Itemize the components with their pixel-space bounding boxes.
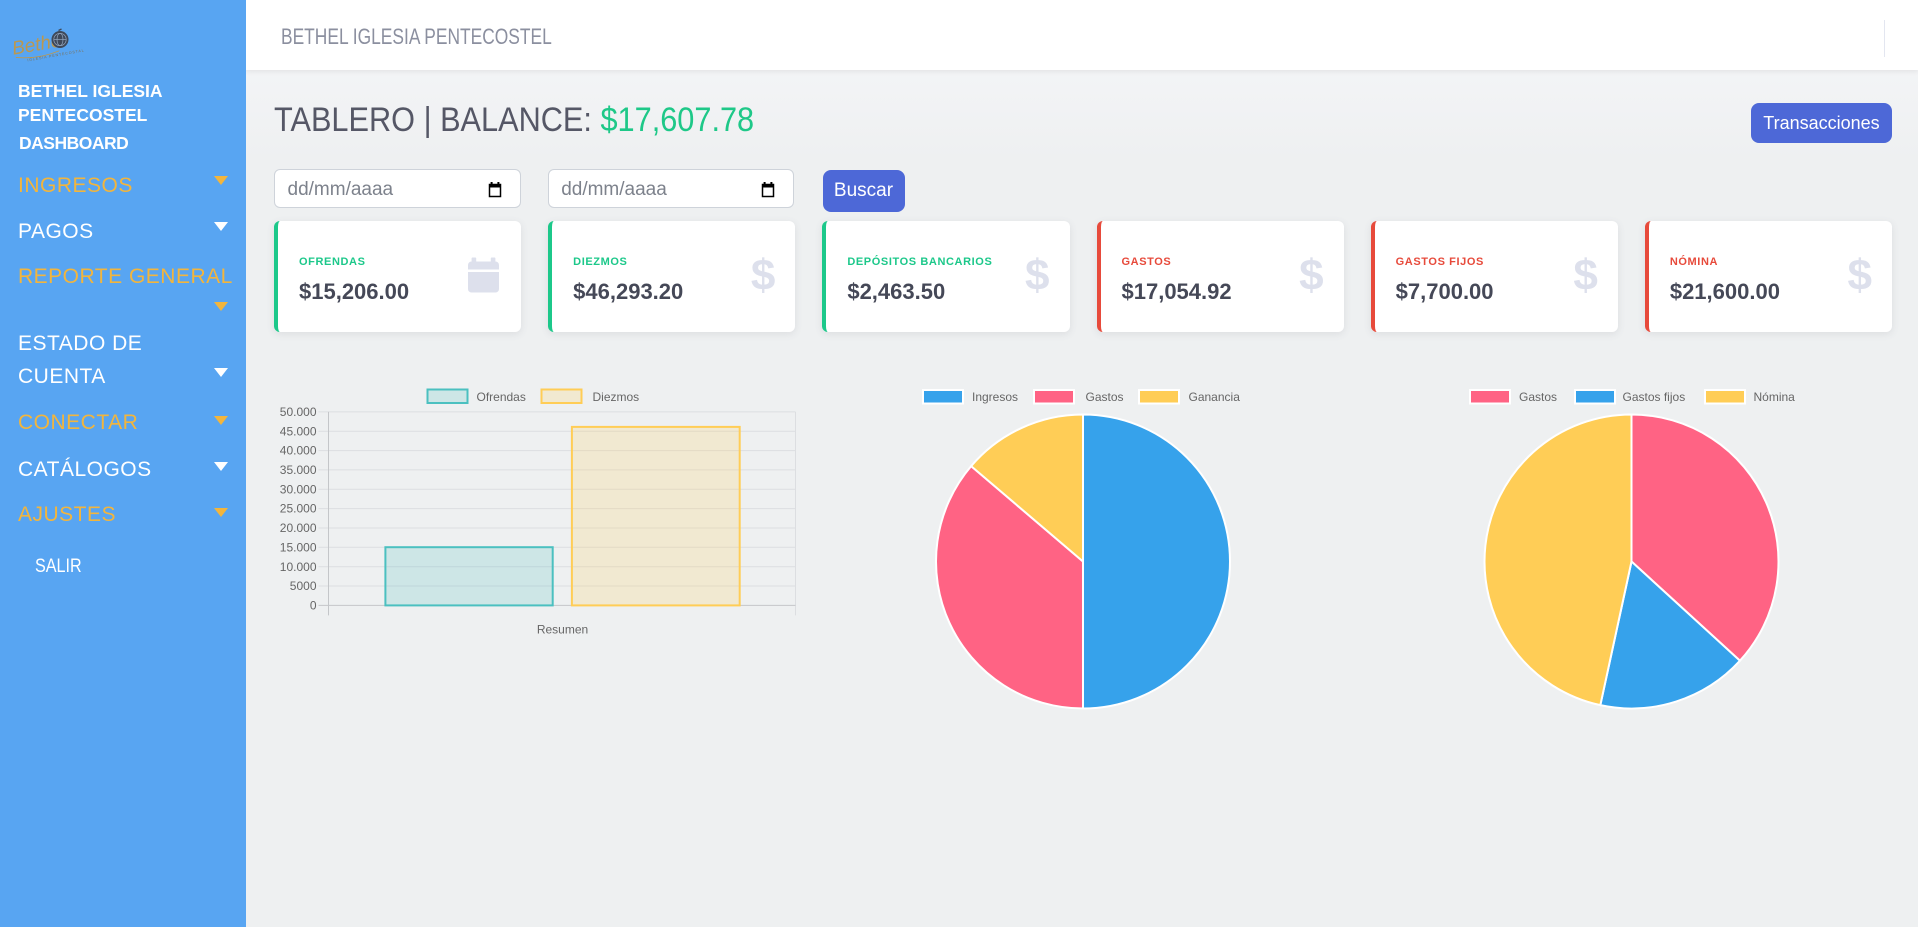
svg-text:Resumen: Resumen (537, 623, 588, 637)
svg-text:40.000: 40.000 (280, 444, 317, 458)
svg-text:10.000: 10.000 (280, 560, 317, 574)
svg-text:Gastos: Gastos (1086, 390, 1124, 404)
svg-text:Diezmos: Diezmos (593, 390, 640, 404)
svg-text:Gastos: Gastos (1519, 390, 1557, 404)
svg-text:Ingresos: Ingresos (972, 390, 1018, 404)
svg-text:Nómina: Nómina (1754, 390, 1796, 404)
svg-text:Gastos fijos: Gastos fijos (1623, 390, 1686, 404)
svg-text:30.000: 30.000 (280, 482, 317, 496)
svg-text:50.000: 50.000 (280, 405, 317, 419)
svg-text:35.000: 35.000 (280, 463, 317, 477)
svg-text:0: 0 (310, 599, 317, 613)
svg-text:Ganancia: Ganancia (1189, 390, 1241, 404)
svg-text:45.000: 45.000 (280, 424, 317, 438)
svg-text:25.000: 25.000 (280, 502, 317, 516)
svg-text:5000: 5000 (290, 579, 317, 593)
svg-text:15.000: 15.000 (280, 540, 317, 554)
svg-text:Ofrendas: Ofrendas (477, 390, 526, 404)
svg-text:20.000: 20.000 (280, 521, 317, 535)
